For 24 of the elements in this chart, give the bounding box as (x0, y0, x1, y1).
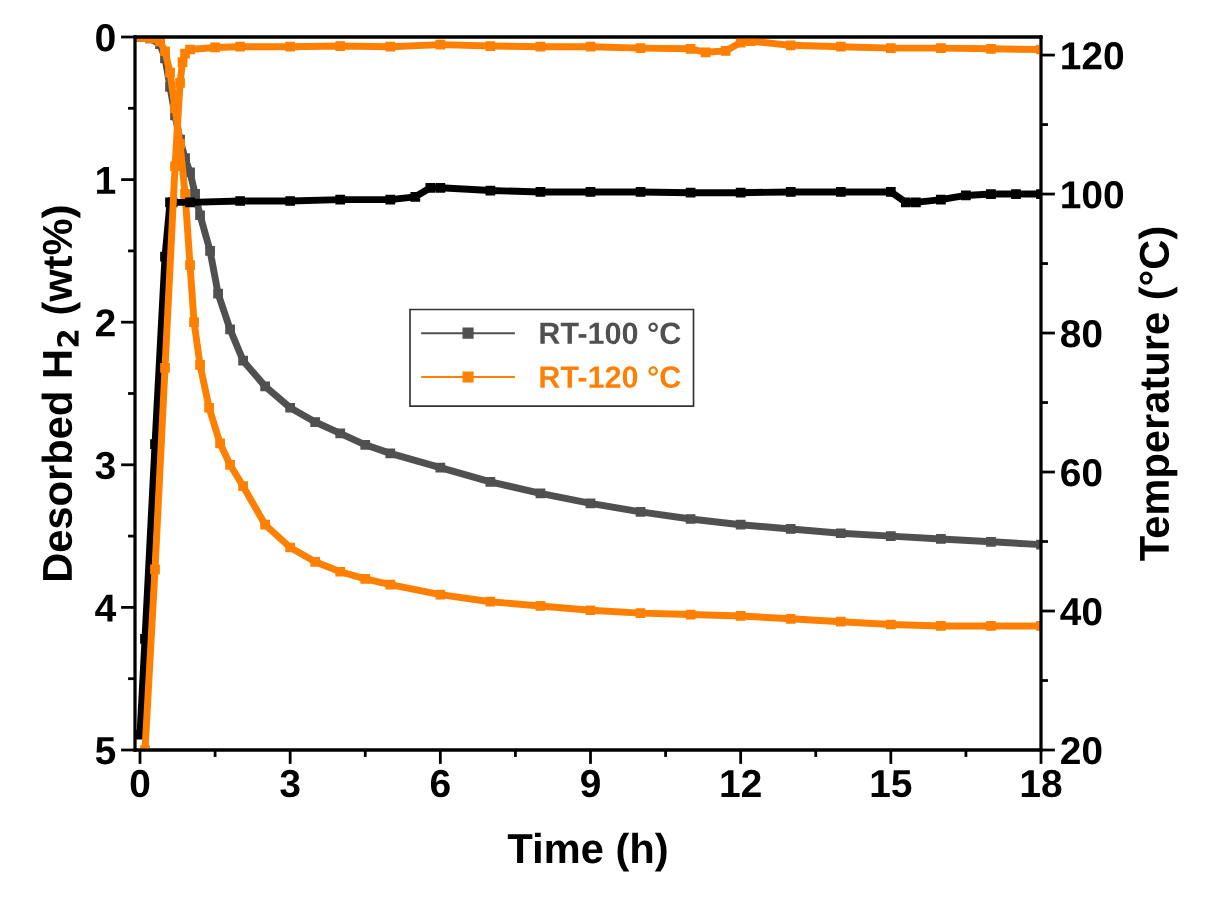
x-tick-label: 15 (871, 770, 912, 798)
y2-tick-label: 120 (1062, 42, 1124, 70)
y-tick-label: 5 (95, 737, 116, 765)
y-tick-label: 4 (95, 594, 117, 622)
y-axis-title: Desorbed H$_{2}$ (wt%) (41, 206, 81, 581)
y2-tick-label: 80 (1060, 319, 1102, 348)
x-tick-label: 6 (430, 769, 450, 798)
y2-axis-title: Temperature (°C) (1138, 227, 1178, 561)
y2-tick-label: 100 (1062, 180, 1124, 209)
legend-label: RT-120 °C (540, 366, 681, 388)
x-tick-label: 0 (130, 769, 150, 798)
y-tick-label: 0 (96, 23, 115, 52)
y2-tick-label: 20 (1061, 736, 1102, 765)
x-tick-label: 9 (581, 769, 600, 798)
x-axis-title: Time (h) (507, 832, 667, 872)
x-tick-label: 18 (1021, 769, 1062, 798)
y2-tick-label: 40 (1060, 597, 1102, 626)
legend-label: RT-100 °C (540, 322, 681, 345)
y-tick-label: 2 (95, 309, 115, 337)
x-tick-label: 3 (280, 769, 300, 798)
y-tick-label: 3 (95, 451, 115, 480)
y-tick-label: 1 (97, 166, 116, 194)
y2-tick-label: 60 (1061, 458, 1102, 487)
x-tick-label: 12 (721, 769, 761, 797)
